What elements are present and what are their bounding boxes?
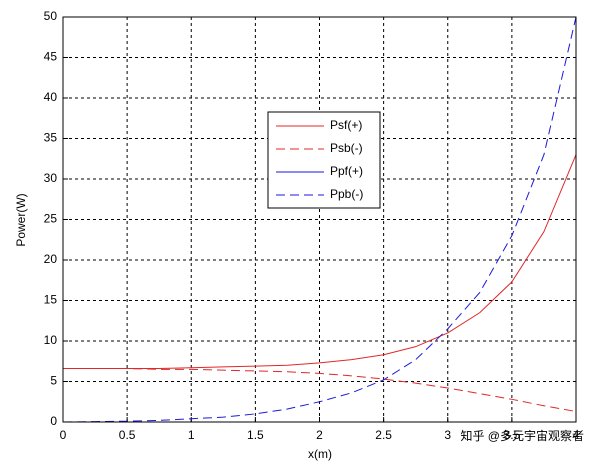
y-tick-label: 15 (44, 293, 58, 307)
x-tick-label: 3 (444, 428, 451, 442)
x-tick-label: 0 (60, 428, 67, 442)
y-axis-label: Power(W) (14, 193, 28, 246)
legend-label: Ppb(-) (330, 187, 363, 201)
series-line (62, 16, 577, 423)
y-tick-label: 20 (44, 252, 58, 266)
plot-frame (62, 16, 577, 423)
x-axis-label: x(m) (308, 447, 332, 461)
legend-box (267, 111, 381, 209)
y-tick-label: 10 (44, 333, 58, 347)
y-tick-label: 40 (44, 90, 58, 104)
legend-label: Ppf(+) (330, 164, 363, 178)
y-tick-label: 0 (50, 414, 57, 428)
y-tick-label: 5 (50, 374, 57, 388)
series-line (63, 368, 577, 412)
series-line (63, 154, 577, 370)
watermark: 知乎 @多元宇宙观察者 (460, 428, 584, 443)
x-tick-label: 2 (316, 428, 323, 442)
x-tick-label: 4 (573, 428, 580, 442)
x-tick-label: 1.5 (247, 428, 264, 442)
y-tick-label: 30 (44, 171, 58, 185)
x-tick-label: 3.5 (504, 428, 521, 442)
legend-label: Psb(-) (330, 141, 363, 155)
x-tick-label: 1 (188, 428, 195, 442)
x-tick-label: 2.5 (375, 428, 392, 442)
y-tick-label: 45 (44, 50, 58, 64)
y-tick-label: 25 (44, 212, 58, 226)
legend-label: Psf(+) (330, 118, 362, 132)
y-tick-label: 35 (44, 131, 58, 145)
y-tick-label: 50 (44, 9, 58, 23)
x-tick-label: 0.5 (119, 428, 136, 442)
